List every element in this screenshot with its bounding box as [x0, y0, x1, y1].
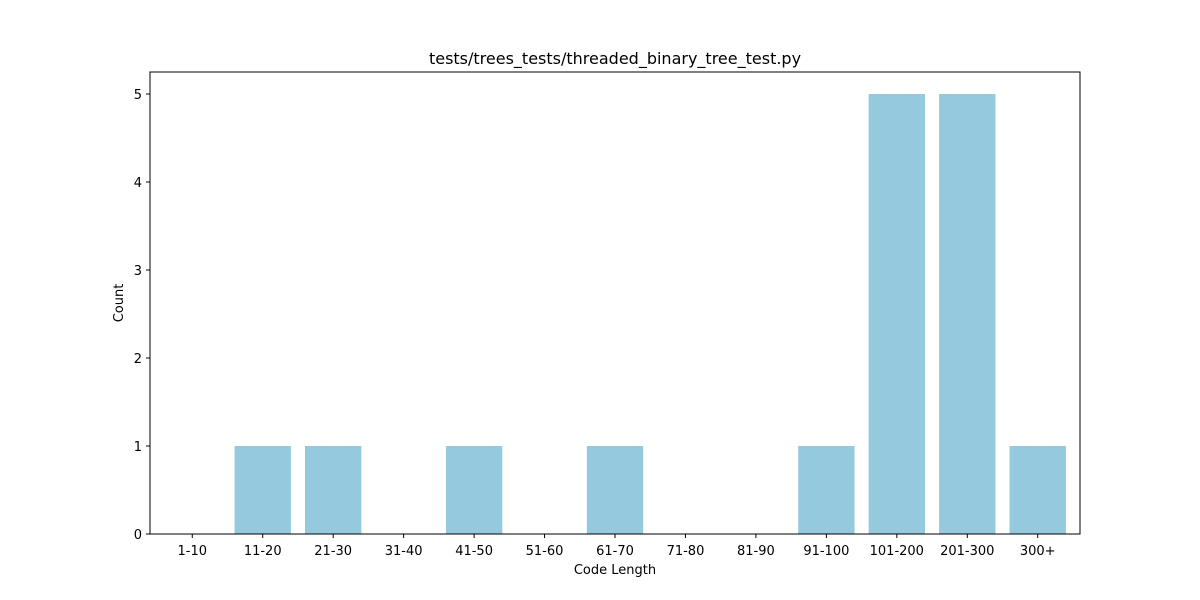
- x-tick-label: 11-20: [244, 544, 282, 559]
- y-tick-label: 3: [134, 264, 142, 279]
- y-tick-label: 2: [134, 352, 142, 367]
- bar-61-70: [586, 446, 644, 534]
- x-tick-label: 21-30: [314, 544, 352, 559]
- x-tick-label: 201-300: [940, 544, 994, 559]
- y-tick-label: 5: [134, 88, 142, 103]
- bar-201-300: [939, 94, 996, 534]
- x-tick-label: 61-70: [596, 544, 634, 559]
- bar-300+: [1009, 446, 1066, 534]
- x-tick-label: 81-90: [737, 544, 775, 559]
- x-tick-label: 91-100: [803, 544, 849, 559]
- x-axis-label: Code Length: [574, 563, 656, 578]
- bar-41-50: [445, 446, 503, 534]
- x-tick-label: 1-10: [178, 544, 208, 559]
- y-axis-label: Count: [112, 284, 127, 323]
- y-tick-label: 0: [134, 528, 142, 543]
- x-tick-label: 300+: [1020, 544, 1056, 559]
- bar-11-20: [234, 446, 291, 534]
- x-tick-label: 31-40: [385, 544, 423, 559]
- bar-21-30: [305, 446, 362, 534]
- x-tick-label: 101-200: [870, 544, 924, 559]
- y-axis: 0 1 2 3 4 5: [134, 88, 150, 543]
- x-tick-label: 71-80: [667, 544, 705, 559]
- y-tick-label: 1: [134, 440, 142, 455]
- x-axis: 1-10 11-20 21-30 31-40 41-50 51-60 61-70 71-80 8…: [178, 534, 1056, 559]
- x-tick-label: 41-50: [455, 544, 493, 559]
- x-tick-label: 51-60: [526, 544, 564, 559]
- bar-101-200: [868, 94, 925, 534]
- bars-group: [234, 94, 1066, 534]
- bar-91-100: [798, 446, 855, 534]
- chart-title: tests/trees_tests/threaded_binary_tree_t…: [429, 49, 801, 69]
- y-tick-label: 4: [134, 176, 142, 191]
